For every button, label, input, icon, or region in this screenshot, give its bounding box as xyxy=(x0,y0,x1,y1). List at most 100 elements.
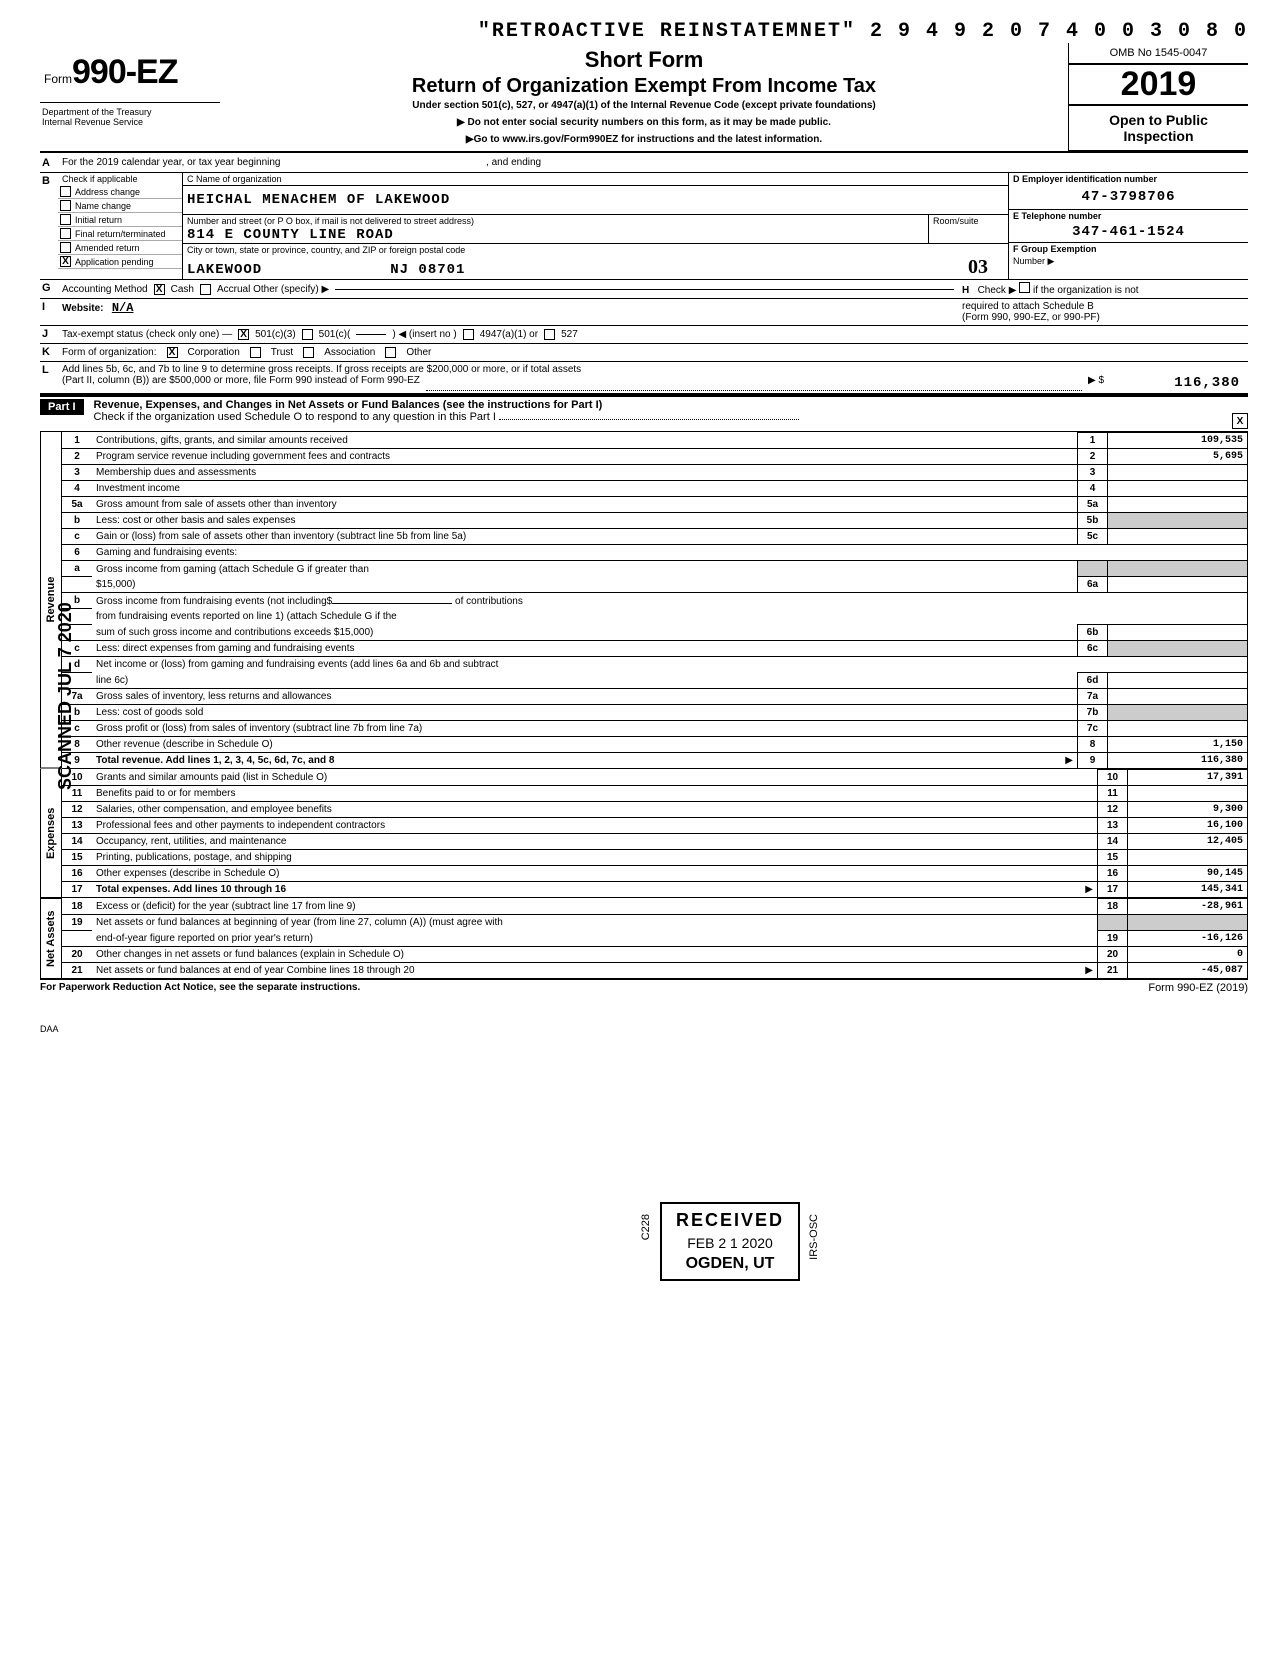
chk-schedule-b[interactable] xyxy=(1019,282,1030,293)
r6d-val xyxy=(1108,672,1248,688)
r6d-rn: 6d xyxy=(1078,672,1108,688)
chk-final-return[interactable] xyxy=(60,228,71,239)
chk-501c3[interactable]: X xyxy=(238,329,249,340)
short-form-title: Short Form xyxy=(230,47,1058,73)
line-l-arrow: ▶ $ xyxy=(1088,375,1104,391)
r3-desc: Membership dues and assessments xyxy=(92,465,1078,481)
r15-rn: 15 xyxy=(1098,849,1128,865)
chk-527[interactable] xyxy=(544,329,555,340)
r18-desc: Excess or (deficit) for the year (subtra… xyxy=(92,898,1098,914)
chk-accrual[interactable] xyxy=(200,284,211,295)
chk-cash[interactable]: X xyxy=(154,284,165,295)
r9-rn: 9 xyxy=(1078,752,1108,768)
omb-number: OMB No 1545-0047 xyxy=(1068,43,1248,64)
r5b-desc: Less: cost or other basis and sales expe… xyxy=(92,513,1078,529)
r1-val: 109,535 xyxy=(1108,433,1248,449)
room-label: Room/suite xyxy=(929,215,1008,227)
instr-web: ▶Go to www.irs.gov/Form990EZ for instruc… xyxy=(230,134,1058,145)
chk-schedule-o[interactable]: X xyxy=(1232,413,1248,429)
stamp-date: FEB 2 1 2020 xyxy=(676,1235,784,1251)
r14-desc: Occupancy, rent, utilities, and maintena… xyxy=(92,833,1098,849)
retro-line: "RETROACTIVE REINSTATEMNET" 2 9 4 9 2 0 … xyxy=(40,20,1248,43)
chk-association[interactable] xyxy=(303,347,314,358)
part-1-check-text: Check if the organization used Schedule … xyxy=(94,411,496,423)
r8-val: 1,150 xyxy=(1108,736,1248,752)
line-k-letter: K xyxy=(40,344,58,361)
r19-rn: 19 xyxy=(1098,930,1128,946)
lbl-trust: Trust xyxy=(271,347,293,358)
chk-amended-return[interactable] xyxy=(60,242,71,253)
r1-rn: 1 xyxy=(1078,433,1108,449)
r11-desc: Benefits paid to or for members xyxy=(92,785,1098,801)
r21-rn: 21 xyxy=(1098,962,1128,978)
stamp-received: RECEIVED xyxy=(676,1210,784,1231)
line-l-text1: Add lines 5b, 6c, and 7b to line 9 to de… xyxy=(62,364,1244,375)
r16-desc: Other expenses (describe in Schedule O) xyxy=(92,865,1098,881)
r7b-desc: Less: cost of goods sold xyxy=(92,704,1078,720)
received-stamp: C228 IRS-OSC RECEIVED FEB 2 1 2020 OGDEN… xyxy=(660,1202,800,1281)
chk-application-pending[interactable]: X xyxy=(60,256,71,267)
chk-initial-return[interactable] xyxy=(60,214,71,225)
r7c-rn: 7c xyxy=(1078,720,1108,736)
r6b-mn: 6b xyxy=(1078,624,1108,640)
tax-year: 2019 xyxy=(1068,64,1248,105)
r3-rn: 3 xyxy=(1078,465,1108,481)
r7a-desc: Gross sales of inventory, less returns a… xyxy=(92,688,1078,704)
phone: 347-461-1524 xyxy=(1009,222,1248,243)
website-value: N/A xyxy=(112,301,134,315)
form-org-label: Form of organization: xyxy=(62,347,157,358)
r19-val: -16,126 xyxy=(1128,930,1248,946)
addr-label: Number and street (or P O box, if mail i… xyxy=(183,215,928,227)
r6d-desc: Net income or (loss) from gaming and fun… xyxy=(92,656,1248,672)
line-b-letter: B xyxy=(40,173,58,279)
lbl-501c3: 501(c)(3) xyxy=(255,329,296,340)
chk-501c[interactable] xyxy=(302,329,313,340)
r7c-desc: Gross profit or (loss) from sales of inv… xyxy=(92,720,1078,736)
r13-rn: 13 xyxy=(1098,817,1128,833)
chk-name-change[interactable] xyxy=(60,200,71,211)
r13-val: 16,100 xyxy=(1128,817,1248,833)
line-j-letter: J xyxy=(40,326,58,343)
r14-n: 14 xyxy=(62,833,92,849)
line-a-text: For the 2019 calendar year, or tax year … xyxy=(62,157,280,168)
r6-n: 6 xyxy=(62,545,92,561)
r8-rn: 8 xyxy=(1078,736,1108,752)
r4-val xyxy=(1108,481,1248,497)
r6a-desc: Gross income from gaming (attach Schedul… xyxy=(92,561,1078,577)
subtitle: Under section 501(c), 527, or 4947(a)(1)… xyxy=(230,100,1058,111)
r11-rn: 11 xyxy=(1098,785,1128,801)
line-i-letter: I xyxy=(40,299,58,325)
lbl-initial-return: Initial return xyxy=(75,215,122,225)
chk-address-change[interactable] xyxy=(60,186,71,197)
c-label: C Name of organization xyxy=(187,174,282,184)
r20-val: 0 xyxy=(1128,946,1248,962)
r12-val: 9,300 xyxy=(1128,801,1248,817)
lbl-4947: 4947(a)(1) or xyxy=(480,329,538,340)
form-note: (Form 990, 990-EZ, or 990-PF) xyxy=(962,312,1100,323)
chk-trust[interactable] xyxy=(250,347,261,358)
r6c-desc: Less: direct expenses from gaming and fu… xyxy=(92,640,1078,656)
street-address: 814 E COUNTY LINE ROAD xyxy=(183,227,928,243)
r18-n: 18 xyxy=(62,898,92,914)
r6a-n: a xyxy=(62,561,92,577)
r5c-rn: 5c xyxy=(1078,529,1108,545)
r6c-mn: 6c xyxy=(1078,640,1108,656)
lbl-501c: 501(c)( xyxy=(319,329,351,340)
chk-4947[interactable] xyxy=(463,329,474,340)
lbl-527: 527 xyxy=(561,329,578,340)
r12-n: 12 xyxy=(62,801,92,817)
tax-exempt-label: Tax-exempt status (check only one) — xyxy=(62,329,232,340)
chk-corporation[interactable]: X xyxy=(167,347,178,358)
r5c-val xyxy=(1108,529,1248,545)
h-text2: if the organization is not xyxy=(1033,285,1139,296)
r4-rn: 4 xyxy=(1078,481,1108,497)
r12-rn: 12 xyxy=(1098,801,1128,817)
line-l-letter: L xyxy=(40,362,58,393)
footer-daa: DAA xyxy=(40,1024,1248,1034)
footer-right: Form 990-EZ (2019) xyxy=(1148,982,1248,994)
r5c-desc: Gain or (loss) from sale of assets other… xyxy=(92,529,1078,545)
stamp-side2: IRS-OSC xyxy=(808,1214,820,1260)
chk-other-org[interactable] xyxy=(385,347,396,358)
check-if-applicable: Check if applicable xyxy=(58,173,182,185)
state-zip: NJ 08701 xyxy=(386,262,469,278)
